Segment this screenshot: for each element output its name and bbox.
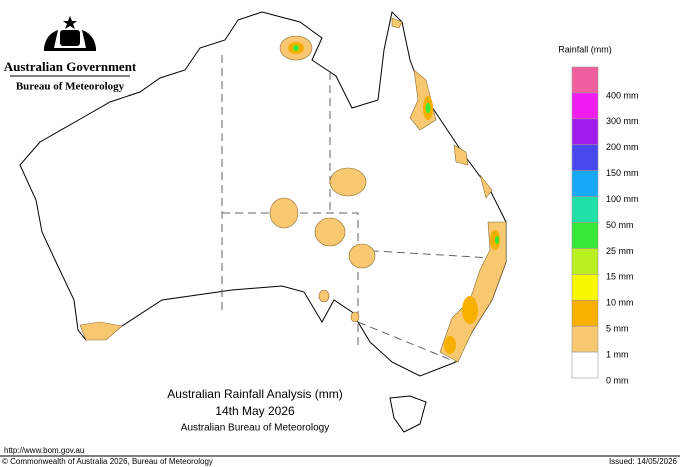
map-source: Australian Bureau of Meteorology [181,423,329,434]
legend-label: 200 mm [606,142,639,152]
legend-swatch [571,118,599,146]
legend-swatch [571,92,599,120]
legend-swatch [571,248,599,275]
legend-label: 1 mm [606,349,629,359]
legend-swatch [571,222,599,249]
map-title: Australian Rainfall Analysis (mm) [167,387,342,401]
legend-label: 100 mm [606,194,639,204]
legend-label: 10 mm [606,298,634,308]
legend-title: Rainfall (mm) [558,44,612,54]
legend: 400 mm 300 mm 200 mm 150 mm 100 mm 50 mm 25 mm… [571,66,639,385]
legend-label: 5 mm [606,324,629,334]
legend-swatch [571,196,599,223]
crest [44,16,96,51]
legend-swatch [571,170,599,197]
legend-swatch [571,351,599,379]
legend-label: 15 mm [606,272,634,282]
legend-label: 50 mm [606,220,634,230]
government: Australian Government [4,59,137,74]
agency: Bureau of Meteorology [16,81,125,93]
legend-label: 25 mm [606,246,634,256]
legend-label: 150 mm [606,168,639,178]
legend-label: 300 mm [606,116,639,126]
map-date: 14th May 2026 [215,404,295,418]
legend-swatch [571,274,599,301]
legend-label: 0 mm [606,375,629,385]
legend-swatch [571,144,599,171]
legend-swatch [571,66,599,94]
legend-swatch [571,299,599,327]
url: http://www.bom.gov.au [4,446,84,455]
issued: Issued: 14/05/2026 [609,457,678,466]
copyright: © Commonwealth of Australia 2026, Bureau… [2,457,213,466]
australia-map [19,10,507,433]
legend-label: 400 mm [606,90,639,100]
legend-swatch [571,325,599,353]
